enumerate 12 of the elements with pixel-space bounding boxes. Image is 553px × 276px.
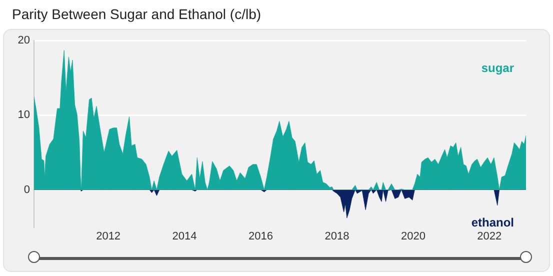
x-tick-label: 2016 [248,230,273,243]
series-label: ethanol [471,215,514,230]
x-tick-label: 2022 [477,230,502,243]
y-tick-label: 20 [18,34,30,47]
chart-title: Parity Between Sugar and Ethanol (c/lb) [12,6,262,22]
x-tick-label: 2020 [400,230,426,243]
y-tick-label: 0 [24,184,30,196]
y-tick-label: 10 [18,109,30,122]
x-tick-label: 2014 [172,230,197,243]
text: sugar [481,60,514,75]
x-tick-label: 2018 [324,230,350,243]
x-tick-label: 2012 [96,230,121,243]
